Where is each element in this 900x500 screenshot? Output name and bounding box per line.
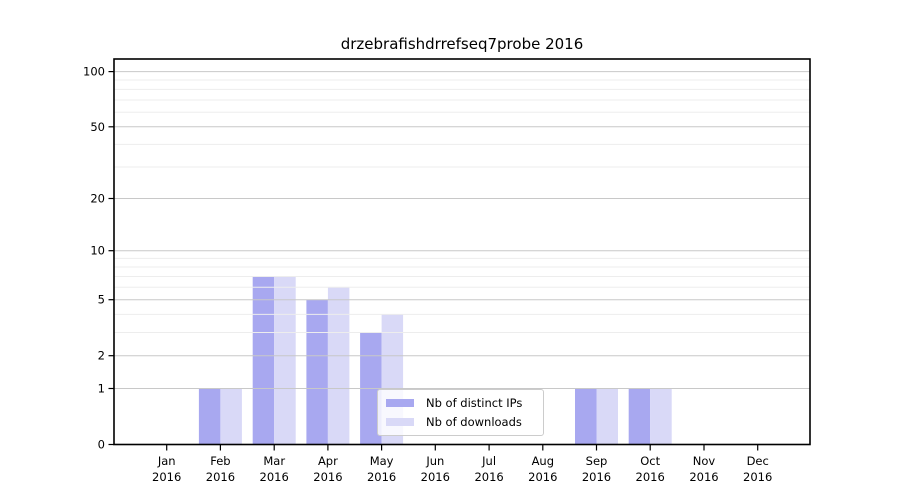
bar-downloads-oct bbox=[650, 388, 672, 445]
plot-border bbox=[113, 58, 811, 446]
legend-row-downloads: Nb of downloads bbox=[378, 415, 543, 429]
x-tick-label-month-aug: Aug bbox=[532, 454, 554, 468]
legend-swatch-distinct-ips bbox=[386, 399, 414, 407]
y-tick-label-100: 100 bbox=[83, 65, 105, 79]
x-tick-label-year-aug: 2016 bbox=[528, 470, 557, 484]
bar-downloads-feb bbox=[220, 388, 242, 445]
y-tick-label-5: 5 bbox=[98, 293, 105, 307]
x-tick-label-month-nov: Nov bbox=[693, 454, 716, 468]
bar-downloads-sep bbox=[596, 388, 618, 445]
x-tick-label-month-jan: Jan bbox=[157, 454, 176, 468]
bar-downloads-apr bbox=[327, 287, 350, 445]
y-tick-label-50: 50 bbox=[90, 120, 105, 134]
bar-distinct-ips-feb bbox=[198, 388, 221, 445]
x-tick-label-month-mar: Mar bbox=[263, 454, 285, 468]
x-tick-label-month-dec: Dec bbox=[747, 454, 769, 468]
y-tick-label-10: 10 bbox=[90, 244, 105, 258]
bar-distinct-ips-apr bbox=[306, 299, 328, 445]
legend-label-distinct-ips: Nb of distinct IPs bbox=[426, 396, 523, 410]
x-tick-label-year-dec: 2016 bbox=[743, 470, 772, 484]
legend-label-downloads: Nb of downloads bbox=[426, 415, 522, 429]
x-tick-label-year-mar: 2016 bbox=[260, 470, 289, 484]
x-tick-label-month-oct: Oct bbox=[640, 454, 660, 468]
legend-box: Nb of distinct IPs Nb of downloads bbox=[377, 389, 544, 436]
x-tick-label-month-sep: Sep bbox=[586, 454, 608, 468]
legend-row-distinct-ips: Nb of distinct IPs bbox=[378, 396, 543, 410]
x-tick-label-year-apr: 2016 bbox=[313, 470, 342, 484]
y-tick-label-20: 20 bbox=[90, 192, 105, 206]
y-tick-label-2: 2 bbox=[98, 349, 105, 363]
x-tick-label-year-jul: 2016 bbox=[474, 470, 503, 484]
x-tick-label-year-oct: 2016 bbox=[636, 470, 665, 484]
x-tick-label-month-jul: Jul bbox=[481, 454, 496, 468]
chart-title: drzebrafishdrrefseq7probe 2016 bbox=[340, 35, 584, 53]
bar-downloads-mar bbox=[274, 276, 296, 445]
x-tick-label-year-may: 2016 bbox=[367, 470, 396, 484]
x-tick-label-month-jun: Jun bbox=[425, 454, 444, 468]
bar-distinct-ips-sep bbox=[575, 388, 597, 445]
x-tick-label-year-nov: 2016 bbox=[689, 470, 718, 484]
y-tick-label-1: 1 bbox=[98, 382, 105, 396]
x-tick-label-month-feb: Feb bbox=[210, 454, 230, 468]
x-tick-label-year-sep: 2016 bbox=[582, 470, 611, 484]
x-tick-label-month-may: May bbox=[370, 454, 394, 468]
bar-distinct-ips-mar bbox=[252, 276, 275, 445]
bar-distinct-ips-oct bbox=[628, 388, 651, 445]
x-tick-label-year-feb: 2016 bbox=[206, 470, 235, 484]
x-tick-label-year-jun: 2016 bbox=[421, 470, 450, 484]
legend-swatch-downloads bbox=[386, 418, 414, 426]
y-tick-label-0: 0 bbox=[98, 438, 105, 452]
x-tick-label-month-apr: Apr bbox=[318, 454, 338, 468]
x-tick-label-year-jan: 2016 bbox=[152, 470, 181, 484]
